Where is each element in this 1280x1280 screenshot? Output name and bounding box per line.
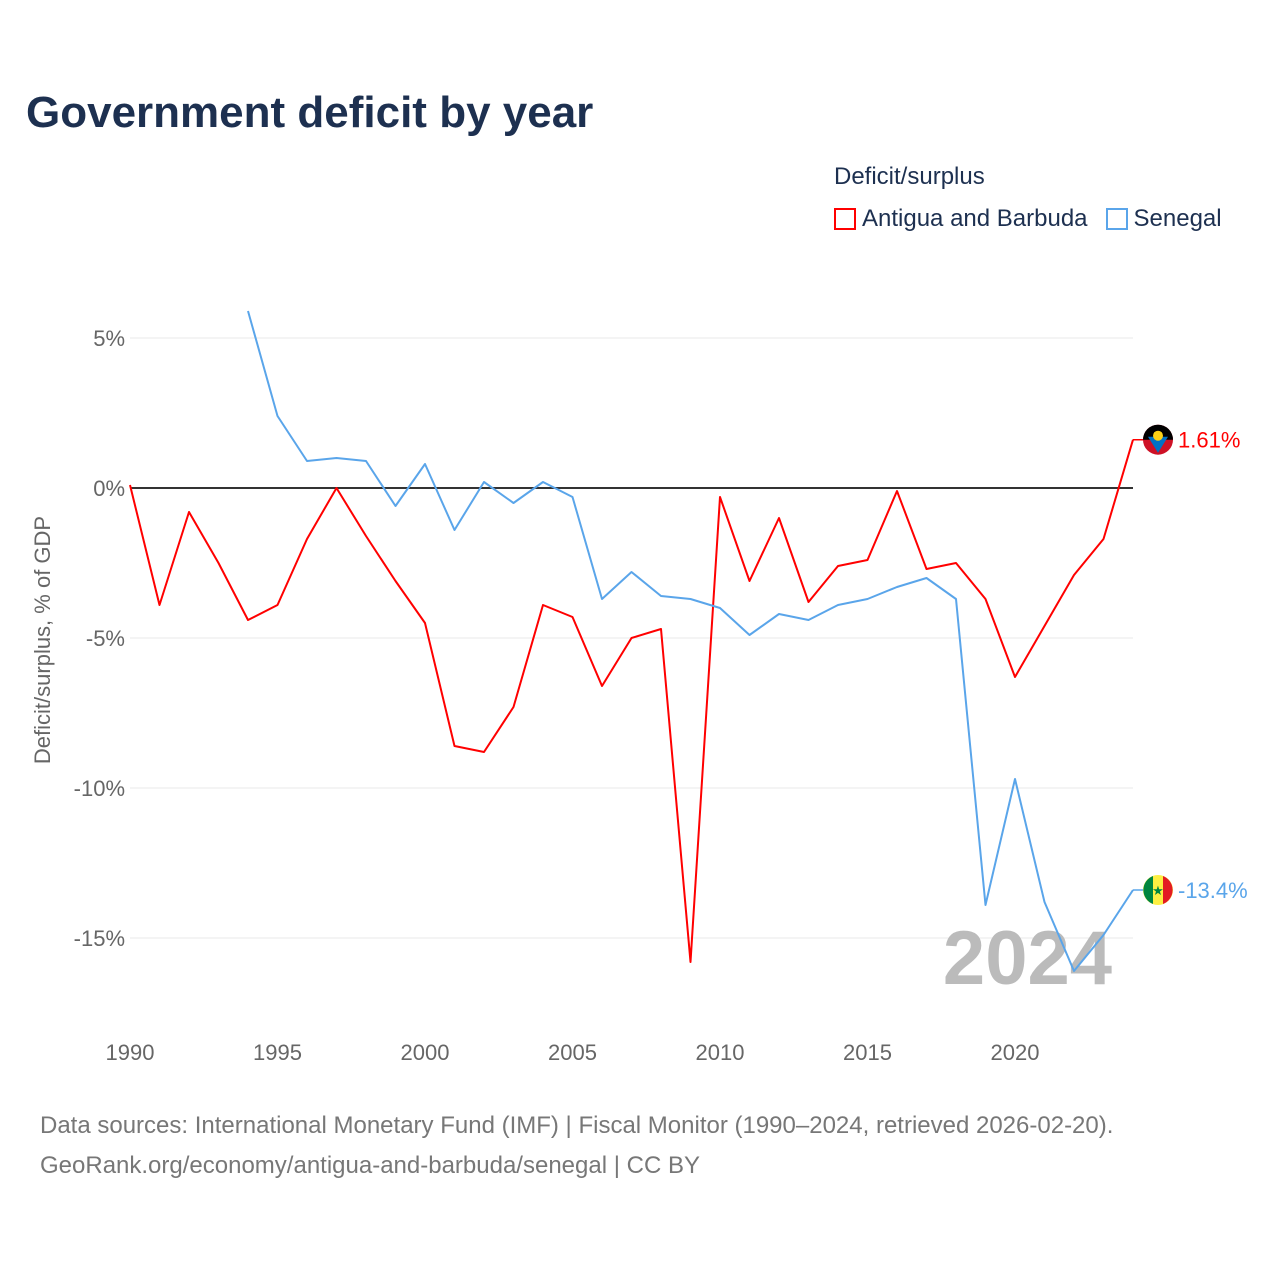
x-tick-label: 2020 [991,1040,1040,1065]
y-tick-label: -15% [74,926,125,951]
legend-label-senegal: Senegal [1133,205,1222,232]
y-tick-label: 0% [93,476,125,501]
year-watermark: 2024 [943,916,1112,1001]
source-note: Data sources: International Monetary Fun… [40,1106,1113,1186]
antigua-flag-icon-v [1148,436,1168,453]
senegal-flag-icon-star: ★ [1152,883,1164,898]
source-line-1: Data sources: International Monetary Fun… [40,1112,1114,1139]
senegal-flag-icon-red [1163,876,1173,904]
legend-item-senegal[interactable]: Senegal [1105,205,1222,233]
legend: Antigua and Barbuda Senegal [834,205,1222,233]
end-value-label: -13.4% [1178,878,1248,903]
source-line-2[interactable]: GeoRank.org/economy/antigua-and-barbuda/… [40,1152,700,1179]
legend-item-antigua[interactable]: Antigua and Barbuda [834,205,1088,233]
y-tick-label: -10% [74,776,125,801]
x-tick-label: 2010 [696,1040,745,1065]
end-value-label: 1.61% [1178,428,1240,453]
legend-label-antigua: Antigua and Barbuda [862,205,1088,232]
x-tick-label: 2000 [401,1040,450,1065]
antigua-flag-icon-sun [1153,430,1163,441]
legend-swatch-antigua [834,208,856,230]
x-tick-label: 2015 [843,1040,892,1065]
legend-title: Deficit/surplus [834,163,985,190]
series-line-antigua [129,439,1134,963]
chart-title: Government deficit by year [26,88,594,137]
y-tick-label: -5% [86,626,125,651]
senegal-flag-icon-green [1143,876,1153,904]
x-tick-label: 1995 [253,1040,302,1065]
x-tick-label: 2005 [548,1040,597,1065]
x-tick-label: 1990 [106,1040,155,1065]
legend-swatch-senegal [1105,208,1128,230]
y-axis-label: Deficit/surplus, % of GDP [30,516,55,764]
series-line-senegal [247,310,1134,972]
y-tick-label: 5% [93,326,125,351]
